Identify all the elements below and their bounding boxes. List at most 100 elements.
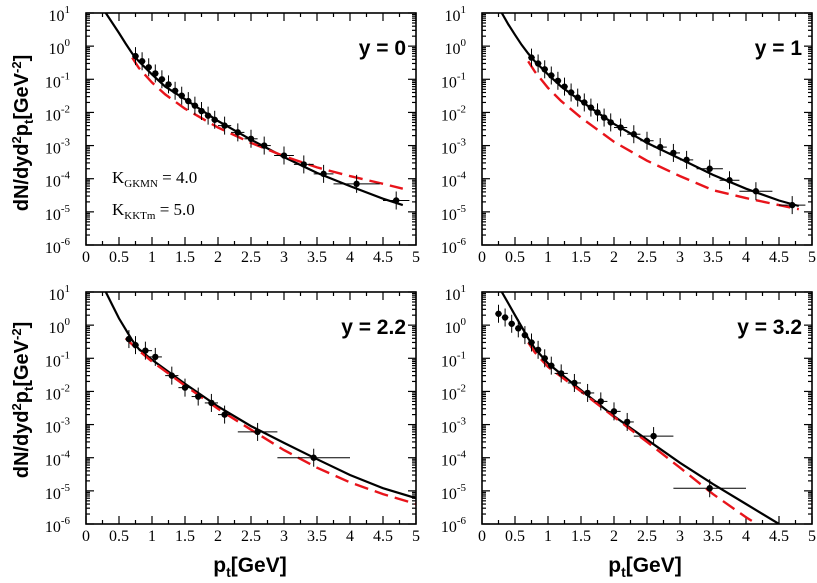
data-marker <box>171 87 179 94</box>
x-tick-label: 1 <box>148 528 156 545</box>
data-marker <box>195 393 202 400</box>
y-tick-label: 101 <box>49 4 71 25</box>
data-point <box>680 150 694 169</box>
y-tick-label: 10-5 <box>441 203 467 224</box>
data-marker <box>581 99 588 106</box>
data-point <box>627 125 641 144</box>
data-marker <box>584 389 591 397</box>
y-tick-label: 10-2 <box>441 103 466 124</box>
data-point <box>191 387 205 406</box>
data-point <box>204 106 212 125</box>
x-tick-label: 3 <box>280 249 288 266</box>
data-point <box>333 174 380 193</box>
data-marker <box>152 353 159 361</box>
data-marker <box>597 398 604 405</box>
data-marker <box>138 58 146 65</box>
data-point <box>152 64 159 83</box>
data-point <box>237 422 278 441</box>
data-point <box>534 340 542 359</box>
data-point <box>607 402 621 421</box>
data-point <box>185 92 192 111</box>
data-marker <box>789 201 796 209</box>
data-point <box>204 393 218 412</box>
k-factor-label: KKKTm = 5.0 <box>112 200 195 222</box>
data-point <box>600 108 608 127</box>
data-point <box>218 116 232 135</box>
data-marker <box>617 124 624 131</box>
y-tick-label: 10-3 <box>45 416 71 437</box>
data-marker <box>254 428 261 436</box>
data-marker <box>353 180 360 188</box>
y-tick-label: 100 <box>49 37 71 58</box>
data-point <box>739 182 773 201</box>
data-marker <box>571 379 578 387</box>
data-marker <box>643 137 651 144</box>
data-marker <box>541 66 548 73</box>
x-tick-label: 0.5 <box>109 528 129 545</box>
x-tick-label: 4 <box>346 249 354 266</box>
data-point <box>211 110 218 129</box>
x-tick-label: 4.5 <box>373 249 393 266</box>
x-tick-label: 5 <box>808 528 816 545</box>
data-marker <box>587 104 595 111</box>
data-point <box>548 356 555 375</box>
data-point <box>191 96 199 115</box>
data-point <box>779 196 806 215</box>
data-point <box>145 58 152 77</box>
y-tick-label: 10-1 <box>441 349 466 370</box>
data-marker <box>706 485 713 492</box>
data-point <box>528 48 535 67</box>
x-tick-label: 5 <box>412 528 420 545</box>
x-tick-label: 1 <box>544 528 552 545</box>
x-tick-label: 1 <box>148 249 156 266</box>
data-point <box>501 308 509 327</box>
data-point <box>171 81 179 100</box>
data-marker <box>261 142 268 149</box>
x-tick-label: 0 <box>82 528 90 545</box>
data-point <box>138 52 146 71</box>
data-marker <box>125 335 133 343</box>
data-point <box>528 333 535 352</box>
x-tick-label: 4 <box>742 528 750 545</box>
dashed-curve <box>124 337 416 506</box>
y-tick-label: 10-1 <box>45 349 70 370</box>
data-point <box>696 159 723 178</box>
data-marker <box>320 170 327 178</box>
data-marker <box>221 122 228 129</box>
x-axis-label-left: pt[GeV] <box>213 554 287 580</box>
data-point <box>534 54 542 73</box>
data-point <box>594 103 601 122</box>
rapidity-label: y = 2.2 <box>341 316 406 339</box>
data-marker <box>280 152 288 159</box>
y-axis-label-bottom: dN/dyd2pt[GeV-2] <box>9 322 36 479</box>
data-point <box>574 88 581 107</box>
data-point <box>521 326 529 345</box>
data-point <box>554 364 568 383</box>
y-tick-label: 10-3 <box>441 416 467 437</box>
data-point <box>293 155 314 174</box>
data-marker <box>630 131 637 138</box>
x-tick-label: 2 <box>610 528 618 545</box>
data-marker <box>168 372 175 379</box>
data-marker <box>310 454 317 461</box>
data-marker <box>495 310 502 317</box>
data-marker <box>610 408 618 415</box>
data-point <box>132 47 139 66</box>
data-point <box>495 304 502 323</box>
data-point <box>561 77 568 96</box>
y-tick-label: 10-4 <box>45 449 71 470</box>
data-point <box>132 336 139 355</box>
data-marker <box>683 156 690 164</box>
x-tick-label: 4 <box>742 249 750 266</box>
data-point <box>178 378 192 397</box>
data-point <box>383 191 410 210</box>
data-point <box>178 86 185 105</box>
data-marker <box>657 143 664 151</box>
data-marker <box>607 119 614 126</box>
data-marker <box>624 418 631 426</box>
data-point <box>581 383 595 402</box>
x-tick-label: 3 <box>280 528 288 545</box>
x-tick-label: 4.5 <box>373 528 393 545</box>
plot-frame <box>85 12 417 246</box>
y-tick-label: 10-2 <box>45 103 70 124</box>
